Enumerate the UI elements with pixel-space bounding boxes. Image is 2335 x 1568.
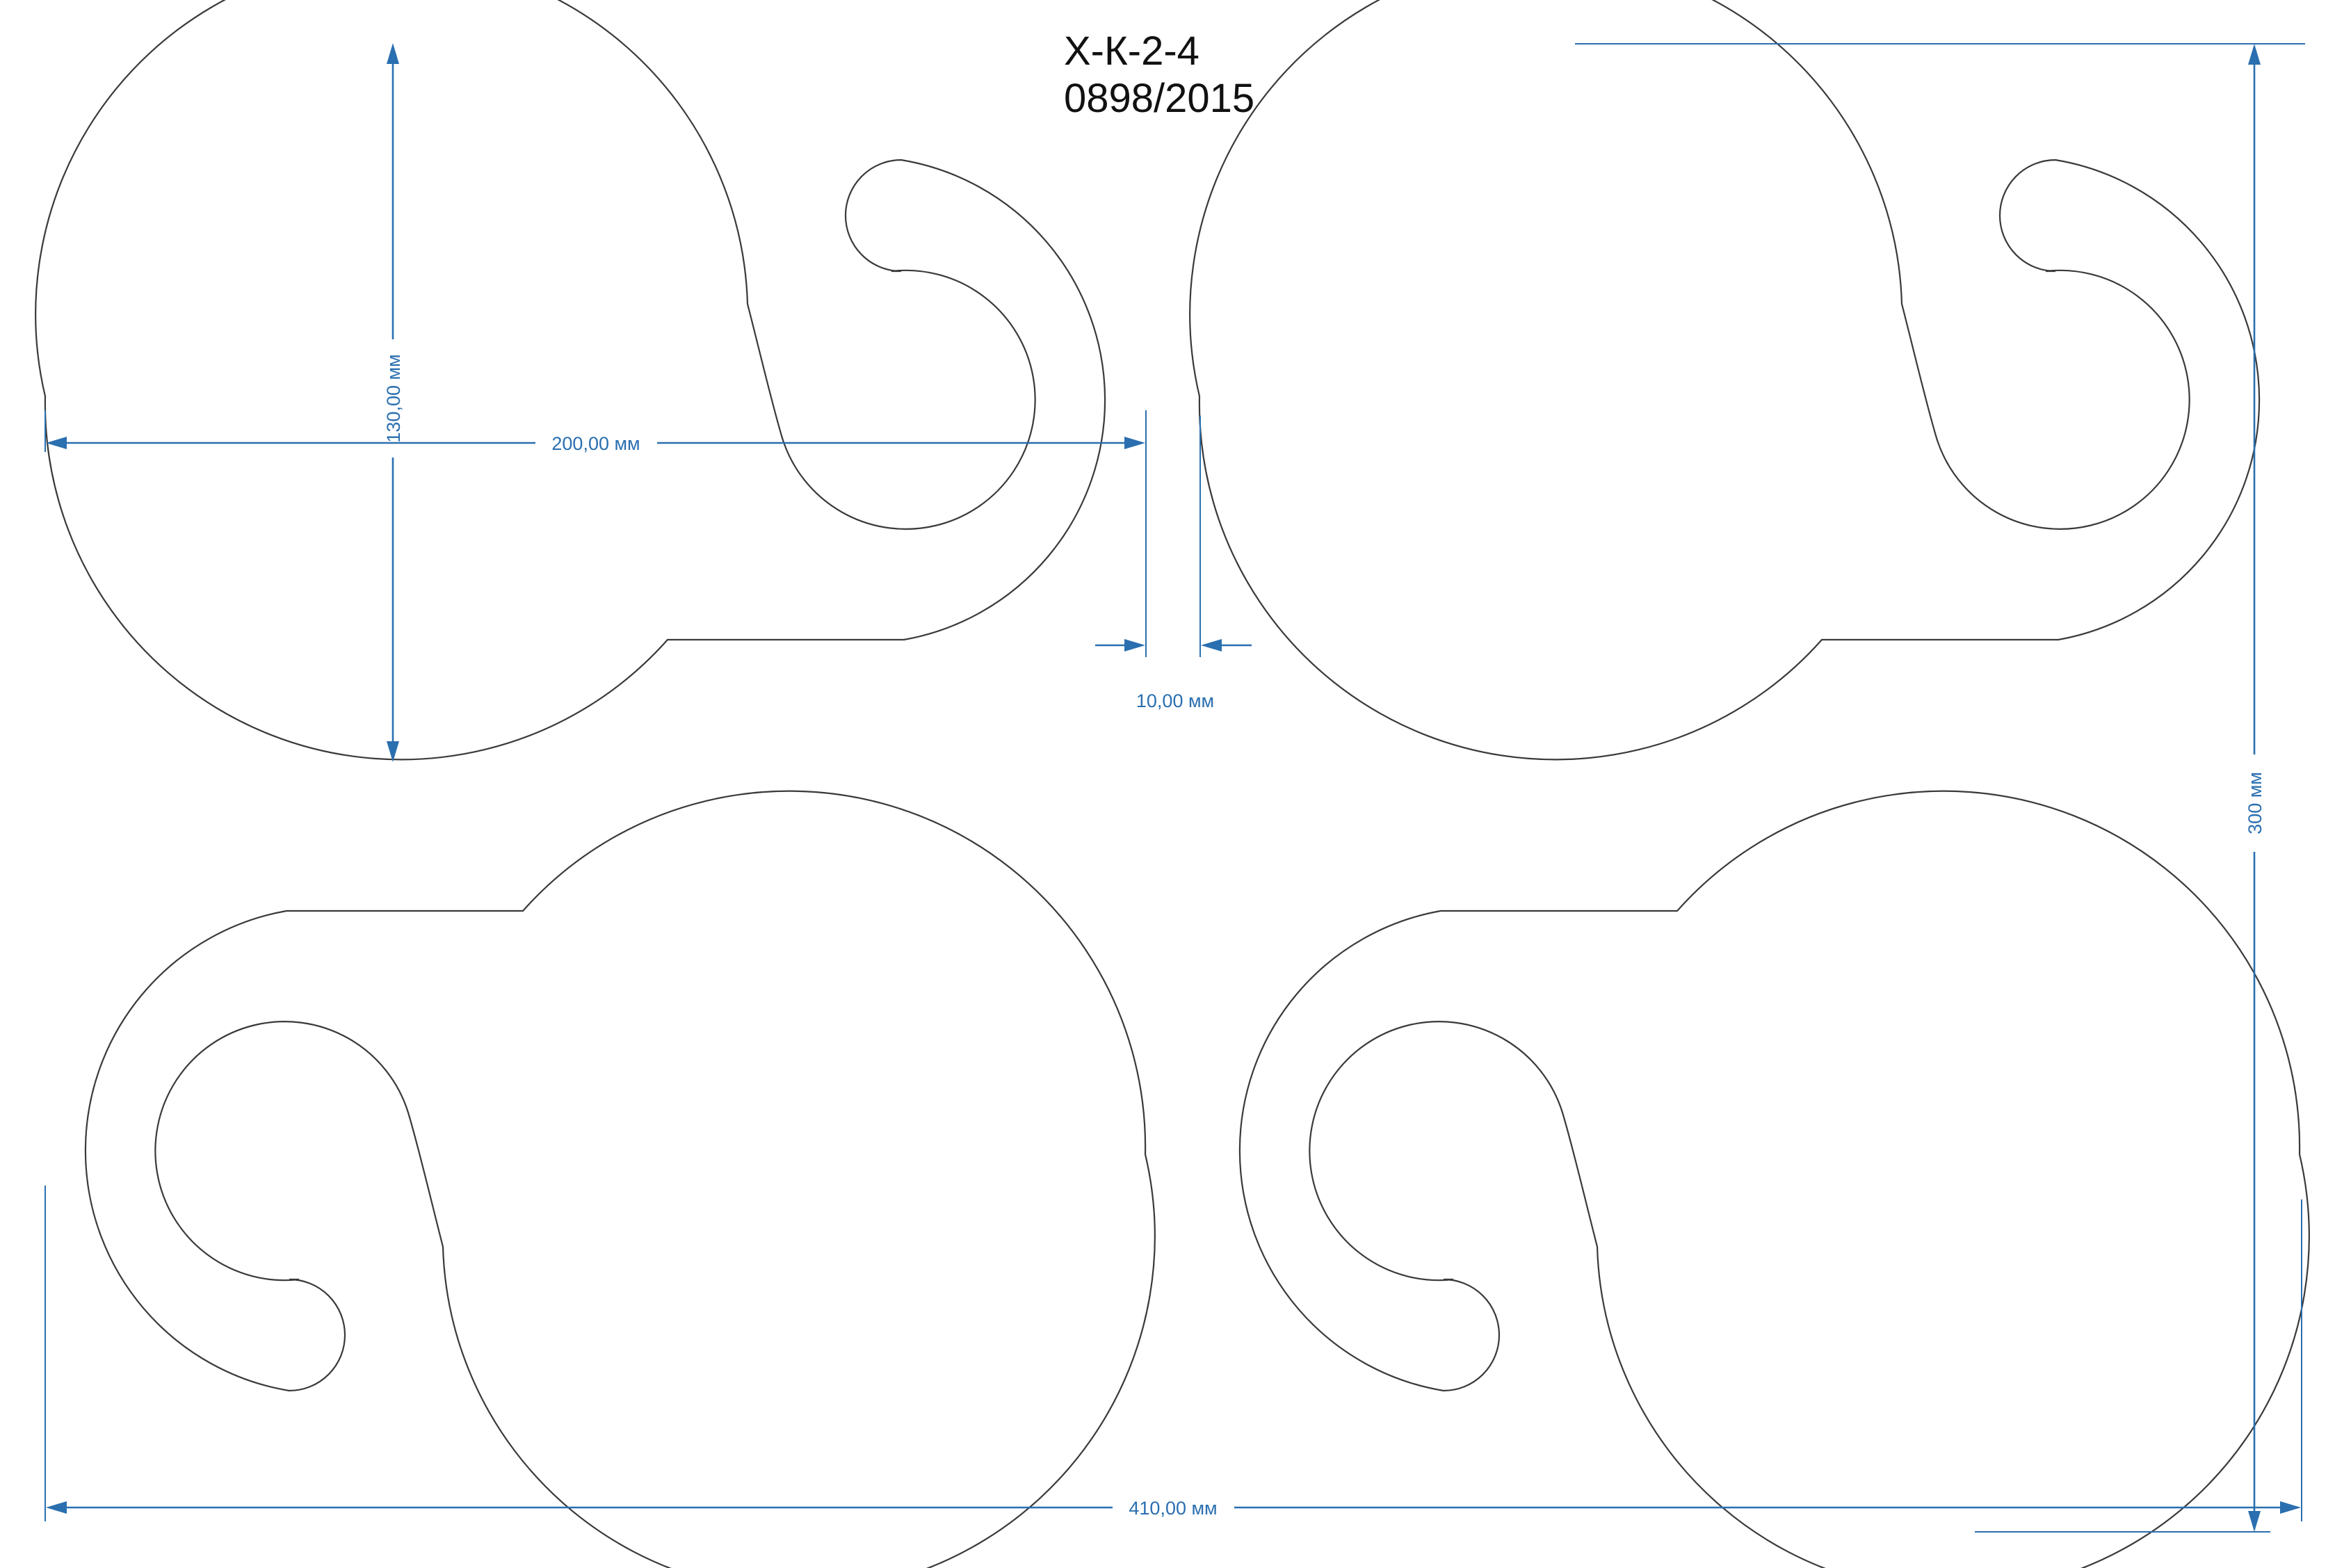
drawing-number: 0898/2015 — [1064, 76, 1255, 121]
dimension-total-width: 410,00 мм — [45, 1186, 2302, 1521]
hanger-bottom-left — [84, 790, 1156, 1568]
hanger-bottom-right — [1238, 790, 2310, 1568]
dimension-gap-label: 10,00 мм — [1136, 690, 1214, 711]
dimension-height-label: 300 мм — [2245, 772, 2265, 834]
hanger-top-left — [35, 0, 1106, 761]
dimension-gap: 10,00 мм — [1095, 416, 1252, 711]
product-code: Х-К-2-4 — [1064, 29, 1199, 74]
drawing-title-block: Х-К-2-4 0898/2015 — [1064, 28, 1254, 122]
dimension-width: 200,00 мм — [45, 410, 1147, 657]
dimension-total-width-label: 410,00 мм — [1129, 1498, 1217, 1519]
dimension-width-label: 200,00 мм — [551, 433, 640, 454]
dimension-height: 300 мм — [1575, 43, 2305, 1533]
hanger-top-right — [1189, 0, 2261, 761]
dimension-diameter-label: 130,00 мм — [383, 354, 404, 442]
dimension-diameter: 130,00 мм — [379, 43, 407, 762]
